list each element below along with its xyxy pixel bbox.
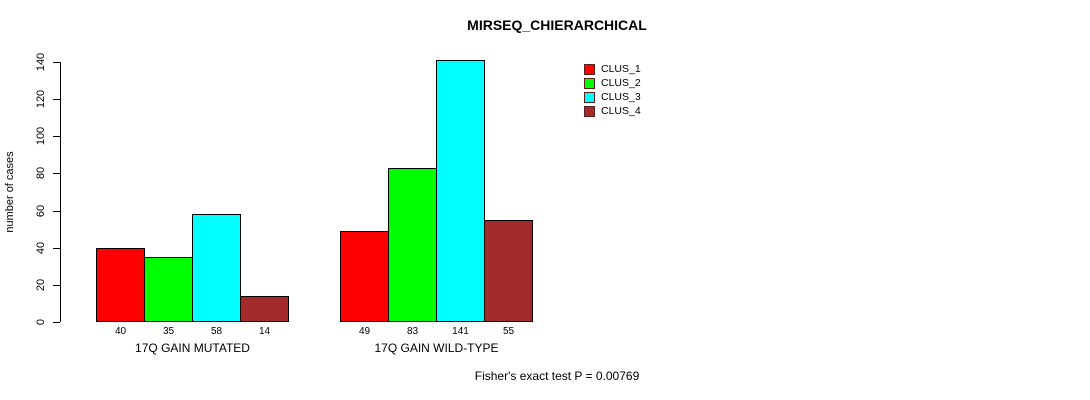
bar-value-label: 35 <box>162 326 175 337</box>
bar-value-label: 49 <box>358 326 371 337</box>
y-axis-label: number of cases <box>4 151 16 233</box>
y-tick-label: 120 <box>35 89 47 109</box>
y-tick <box>53 99 60 101</box>
y-tick <box>53 322 60 323</box>
y-tick <box>53 173 60 175</box>
caption: Fisher's exact test P = 0.00769 <box>474 369 640 383</box>
group-label: 17Q GAIN WILD-TYPE <box>374 341 499 355</box>
legend-label: CLUS_1 <box>601 63 641 75</box>
legend-swatch <box>584 63 595 75</box>
chart-title: MIRSEQ_CHIERARCHICAL <box>467 17 647 33</box>
group-label: 17Q GAIN MUTATED <box>135 341 250 355</box>
bar <box>388 167 437 322</box>
y-tick <box>53 210 60 212</box>
y-tick <box>53 247 60 249</box>
y-tick-label: 80 <box>35 167 47 180</box>
legend-label: CLUS_3 <box>601 91 641 103</box>
legend-swatch <box>584 77 595 89</box>
legend-row: CLUS_2 <box>584 76 641 90</box>
bar-value-label: 83 <box>406 326 419 337</box>
bar-value-label: 55 <box>502 326 515 337</box>
y-tick <box>53 284 60 286</box>
legend-label: CLUS_4 <box>601 105 641 117</box>
bar <box>484 219 533 322</box>
bar-value-label: 58 <box>210 326 223 337</box>
legend: CLUS_1 CLUS_2 CLUS_3 CLUS_4 <box>584 62 641 118</box>
bar <box>340 231 389 322</box>
bar-value-label: 141 <box>452 326 469 337</box>
legend-swatch <box>584 105 595 117</box>
bar <box>240 296 289 322</box>
bar <box>144 257 193 322</box>
y-tick <box>53 62 60 63</box>
bar-value-label: 40 <box>114 326 127 337</box>
bar <box>436 60 485 322</box>
y-tick-label: 20 <box>35 278 47 291</box>
legend-row: CLUS_4 <box>584 104 641 118</box>
y-tick <box>53 136 60 138</box>
y-tick-label: 40 <box>35 241 47 254</box>
legend-label: CLUS_2 <box>601 77 641 89</box>
y-axis-line <box>60 62 61 322</box>
bar-value-label: 14 <box>258 326 271 337</box>
legend-row: CLUS_3 <box>584 90 641 104</box>
y-tick-label: 100 <box>35 127 47 146</box>
y-tick-label: 60 <box>35 204 47 217</box>
y-tick-label: 140 <box>35 52 47 72</box>
legend-row: CLUS_1 <box>584 62 641 76</box>
legend-swatch <box>584 91 595 103</box>
bar <box>96 247 145 322</box>
y-tick-label: 0 <box>35 318 47 326</box>
bar <box>192 214 241 322</box>
